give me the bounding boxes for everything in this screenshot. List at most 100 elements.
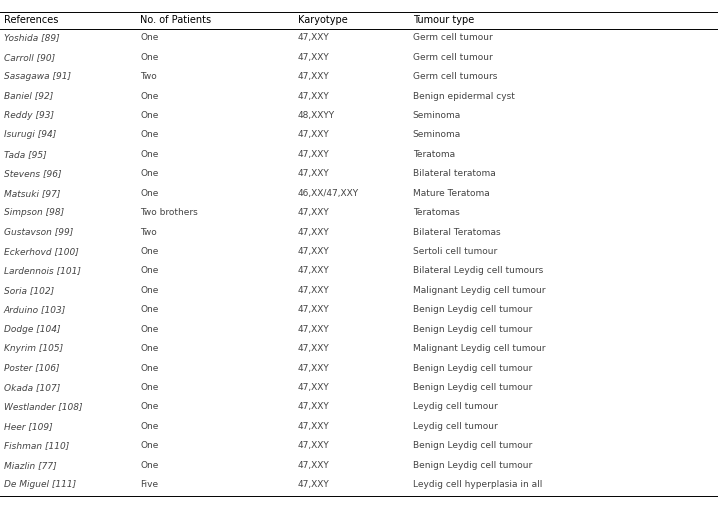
Text: Poster [106]: Poster [106] <box>4 363 59 373</box>
Text: Lardennois [101]: Lardennois [101] <box>4 266 80 276</box>
Text: De Miguel [111]: De Miguel [111] <box>4 480 75 489</box>
Text: 47,XXY: 47,XXY <box>298 460 330 470</box>
Text: Heer [109]: Heer [109] <box>4 422 52 431</box>
Text: Teratomas: Teratomas <box>413 208 460 217</box>
Text: Arduino [103]: Arduino [103] <box>4 305 66 314</box>
Text: Bilateral Leydig cell tumours: Bilateral Leydig cell tumours <box>413 266 543 276</box>
Text: 46,XX/47,XXY: 46,XX/47,XXY <box>298 188 359 198</box>
Text: Stevens [96]: Stevens [96] <box>4 169 61 179</box>
Text: Seminoma: Seminoma <box>413 130 461 140</box>
Text: Karyotype: Karyotype <box>298 15 348 25</box>
Text: One: One <box>140 130 159 140</box>
Text: 47,XXY: 47,XXY <box>298 72 330 81</box>
Text: Malignant Leydig cell tumour: Malignant Leydig cell tumour <box>413 344 546 353</box>
Text: Bilateral Teratomas: Bilateral Teratomas <box>413 227 500 237</box>
Text: One: One <box>140 286 159 295</box>
Text: One: One <box>140 363 159 373</box>
Text: Leydig cell hyperplasia in all: Leydig cell hyperplasia in all <box>413 480 542 489</box>
Text: Germ cell tumour: Germ cell tumour <box>413 33 493 43</box>
Text: Bilateral teratoma: Bilateral teratoma <box>413 169 495 179</box>
Text: Okada [107]: Okada [107] <box>4 383 60 392</box>
Text: References: References <box>4 15 58 25</box>
Text: Benign Leydig cell tumour: Benign Leydig cell tumour <box>413 441 532 450</box>
Text: Tumour type: Tumour type <box>413 15 474 25</box>
Text: Dodge [104]: Dodge [104] <box>4 324 60 334</box>
Text: Soria [102]: Soria [102] <box>4 286 54 295</box>
Text: Benign Leydig cell tumour: Benign Leydig cell tumour <box>413 460 532 470</box>
Text: 47,XXY: 47,XXY <box>298 344 330 353</box>
Text: One: One <box>140 305 159 314</box>
Text: One: One <box>140 91 159 101</box>
Text: Eckerhovd [100]: Eckerhovd [100] <box>4 247 78 256</box>
Text: One: One <box>140 188 159 198</box>
Text: One: One <box>140 422 159 431</box>
Text: Benign Leydig cell tumour: Benign Leydig cell tumour <box>413 363 532 373</box>
Text: Miazlin [77]: Miazlin [77] <box>4 460 56 470</box>
Text: Germ cell tumours: Germ cell tumours <box>413 72 498 81</box>
Text: Yoshida [89]: Yoshida [89] <box>4 33 59 43</box>
Text: One: One <box>140 460 159 470</box>
Text: Fishman [110]: Fishman [110] <box>4 441 69 450</box>
Text: Matsuki [97]: Matsuki [97] <box>4 188 60 198</box>
Text: 47,XXY: 47,XXY <box>298 227 330 237</box>
Text: 47,XXY: 47,XXY <box>298 305 330 314</box>
Text: Two: Two <box>140 227 157 237</box>
Text: 47,XXY: 47,XXY <box>298 441 330 450</box>
Text: 47,XXY: 47,XXY <box>298 480 330 489</box>
Text: Leydig cell tumour: Leydig cell tumour <box>413 422 498 431</box>
Text: Five: Five <box>140 480 158 489</box>
Text: 47,XXY: 47,XXY <box>298 383 330 392</box>
Text: Benign Leydig cell tumour: Benign Leydig cell tumour <box>413 305 532 314</box>
Text: 47,XXY: 47,XXY <box>298 169 330 179</box>
Text: Sasagawa [91]: Sasagawa [91] <box>4 72 70 81</box>
Text: One: One <box>140 150 159 159</box>
Text: Baniel [92]: Baniel [92] <box>4 91 53 101</box>
Text: One: One <box>140 383 159 392</box>
Text: 47,XXY: 47,XXY <box>298 402 330 412</box>
Text: Benign epidermal cyst: Benign epidermal cyst <box>413 91 515 101</box>
Text: 47,XXY: 47,XXY <box>298 52 330 62</box>
Text: Sertoli cell tumour: Sertoli cell tumour <box>413 247 497 256</box>
Text: Westlander [108]: Westlander [108] <box>4 402 82 412</box>
Text: Leydig cell tumour: Leydig cell tumour <box>413 402 498 412</box>
Text: Teratoma: Teratoma <box>413 150 455 159</box>
Text: 47,XXY: 47,XXY <box>298 266 330 276</box>
Text: 47,XXY: 47,XXY <box>298 150 330 159</box>
Text: 47,XXY: 47,XXY <box>298 130 330 140</box>
Text: No. of Patients: No. of Patients <box>140 15 211 25</box>
Text: One: One <box>140 324 159 334</box>
Text: Carroll [90]: Carroll [90] <box>4 52 55 62</box>
Text: Two brothers: Two brothers <box>140 208 197 217</box>
Text: One: One <box>140 247 159 256</box>
Text: Tada [95]: Tada [95] <box>4 150 46 159</box>
Text: Two: Two <box>140 72 157 81</box>
Text: One: One <box>140 111 159 120</box>
Text: 47,XXY: 47,XXY <box>298 33 330 43</box>
Text: 47,XXY: 47,XXY <box>298 286 330 295</box>
Text: 47,XXY: 47,XXY <box>298 324 330 334</box>
Text: 48,XXYY: 48,XXYY <box>298 111 335 120</box>
Text: 47,XXY: 47,XXY <box>298 208 330 217</box>
Text: Gustavson [99]: Gustavson [99] <box>4 227 73 237</box>
Text: One: One <box>140 441 159 450</box>
Text: 47,XXY: 47,XXY <box>298 363 330 373</box>
Text: Malignant Leydig cell tumour: Malignant Leydig cell tumour <box>413 286 546 295</box>
Text: Knyrim [105]: Knyrim [105] <box>4 344 62 353</box>
Text: One: One <box>140 344 159 353</box>
Text: One: One <box>140 52 159 62</box>
Text: 47,XXY: 47,XXY <box>298 91 330 101</box>
Text: Mature Teratoma: Mature Teratoma <box>413 188 490 198</box>
Text: 47,XXY: 47,XXY <box>298 422 330 431</box>
Text: Simpson [98]: Simpson [98] <box>4 208 64 217</box>
Text: Reddy [93]: Reddy [93] <box>4 111 54 120</box>
Text: 47,XXY: 47,XXY <box>298 247 330 256</box>
Text: Isurugi [94]: Isurugi [94] <box>4 130 56 140</box>
Text: Seminoma: Seminoma <box>413 111 461 120</box>
Text: Benign Leydig cell tumour: Benign Leydig cell tumour <box>413 324 532 334</box>
Text: One: One <box>140 402 159 412</box>
Text: One: One <box>140 33 159 43</box>
Text: One: One <box>140 266 159 276</box>
Text: One: One <box>140 169 159 179</box>
Text: Germ cell tumour: Germ cell tumour <box>413 52 493 62</box>
Text: Benign Leydig cell tumour: Benign Leydig cell tumour <box>413 383 532 392</box>
